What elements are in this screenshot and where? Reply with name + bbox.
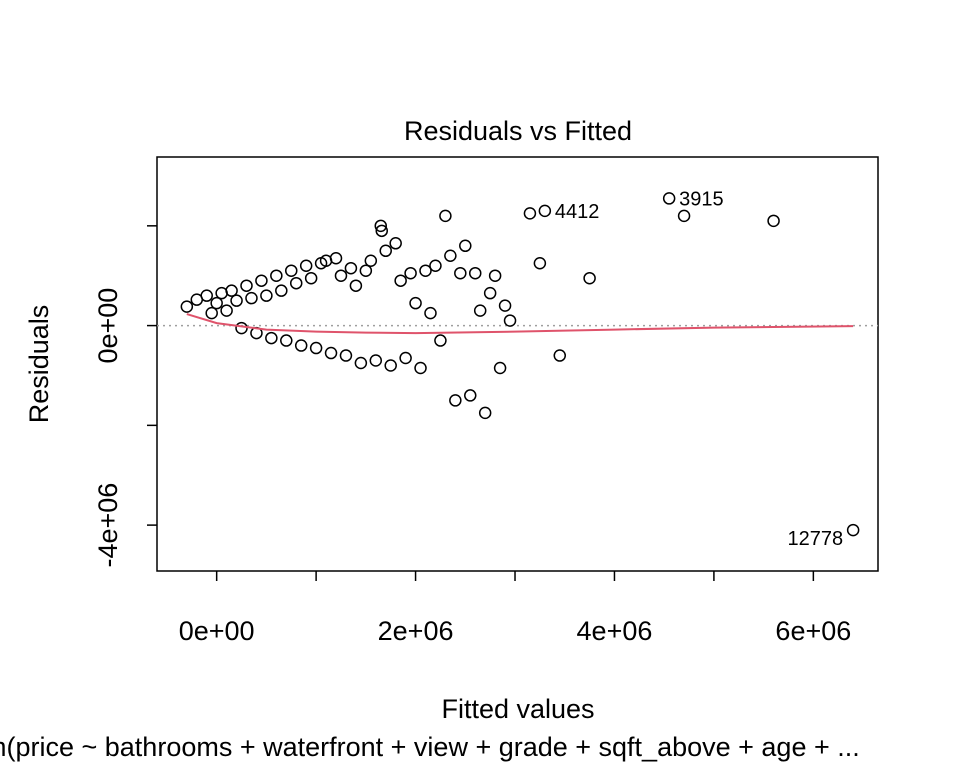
residual-point-69 (583, 271, 596, 285)
residual-point-63 (498, 299, 512, 312)
residual-point-14 (260, 289, 273, 302)
residual-point-43 (399, 351, 412, 365)
residual-point-52 (444, 249, 457, 263)
x-tick-label-3: 6e+06 (775, 616, 851, 646)
residual-point-53 (449, 394, 462, 407)
residual-point-73 (846, 523, 860, 537)
residual-point-24 (309, 341, 323, 355)
residual-point-38 (375, 224, 389, 238)
residual-point-71 (677, 209, 691, 223)
residual-point-70 (662, 192, 676, 205)
residual-point-10 (240, 279, 253, 292)
residual-point-51 (439, 209, 452, 223)
residual-point-6 (220, 304, 233, 317)
residual-point-30 (339, 349, 353, 362)
residual-point-41 (389, 237, 402, 250)
residual-point-49 (429, 259, 442, 272)
y-tick-label-0: -4e+06 (93, 483, 123, 568)
residual-point-68 (553, 349, 567, 362)
x-axis-label: Fitted values (441, 694, 594, 724)
residual-point-33 (354, 356, 368, 370)
residual-point-64 (503, 314, 517, 327)
residual-point-54 (454, 266, 467, 280)
residual-point-29 (334, 269, 348, 282)
y-tick-label-1: 0e+00 (93, 288, 123, 364)
residual-point-9 (235, 321, 248, 335)
residual-point-11 (245, 291, 258, 305)
residual-points (180, 192, 860, 537)
residual-point-59 (478, 406, 492, 420)
residual-point-50 (434, 334, 447, 347)
y-axis: -4e+06 0e+00 (93, 225, 157, 568)
residual-point-35 (364, 254, 378, 267)
residual-point-16 (270, 269, 283, 282)
point-labels: 4412 3915 12778 (555, 188, 843, 550)
residual-point-67 (538, 204, 552, 218)
residual-point-65 (523, 207, 537, 220)
residual-point-2 (200, 289, 213, 302)
residual-point-23 (304, 271, 318, 285)
x-tick-label-1: 2e+06 (378, 616, 454, 646)
residual-point-18 (280, 334, 293, 347)
smooth-line-layer (186, 313, 854, 335)
residual-point-57 (468, 266, 482, 280)
residual-point-22 (299, 259, 313, 272)
residual-point-60 (483, 286, 497, 300)
residual-point-19 (285, 264, 298, 277)
residual-point-27 (324, 346, 338, 360)
y-axis-label: Residuals (24, 305, 54, 424)
residual-point-61 (488, 269, 502, 282)
residual-point-13 (255, 274, 268, 287)
residual-point-37 (374, 219, 388, 233)
point-label-2: 12778 (788, 528, 844, 550)
residual-point-20 (289, 276, 303, 290)
residual-point-48 (424, 306, 437, 320)
residual-point-46 (414, 361, 427, 375)
residual-point-4 (210, 296, 223, 310)
residual-point-62 (493, 361, 507, 375)
residual-point-21 (294, 339, 308, 352)
residual-point-28 (329, 252, 343, 265)
residual-point-47 (419, 264, 432, 277)
residual-point-40 (384, 359, 397, 372)
residual-point-58 (473, 304, 487, 317)
residual-point-66 (533, 256, 547, 270)
residual-point-7 (225, 284, 238, 297)
residual-point-72 (767, 214, 780, 228)
residual-point-55 (459, 239, 472, 253)
residual-point-17 (275, 284, 288, 297)
model-formula-subtitle: lm(price ~ bathrooms + waterfront + view… (0, 732, 860, 762)
residual-point-8 (230, 294, 243, 307)
x-tick-label-0: 0e+00 (179, 616, 255, 646)
residual-point-3 (205, 306, 218, 320)
point-label-1: 3915 (679, 188, 724, 210)
residual-point-42 (394, 274, 407, 287)
residual-point-34 (359, 264, 373, 277)
residual-point-39 (379, 244, 392, 258)
residual-point-15 (265, 331, 278, 345)
chart-title: Residuals vs Fitted (404, 116, 632, 146)
residual-point-31 (344, 261, 358, 275)
residual-point-44 (404, 266, 417, 280)
residual-point-45 (409, 296, 422, 310)
residual-point-32 (349, 279, 363, 292)
point-label-0: 4412 (555, 201, 600, 223)
residual-point-36 (369, 354, 383, 367)
plot-frame (156, 156, 879, 572)
smooth-line (186, 313, 854, 335)
x-axis: 0e+00 2e+06 4e+06 6e+06 (179, 571, 851, 646)
residual-point-56 (464, 389, 477, 402)
x-tick-label-2: 4e+06 (577, 616, 653, 646)
residual-point-0 (180, 300, 194, 313)
